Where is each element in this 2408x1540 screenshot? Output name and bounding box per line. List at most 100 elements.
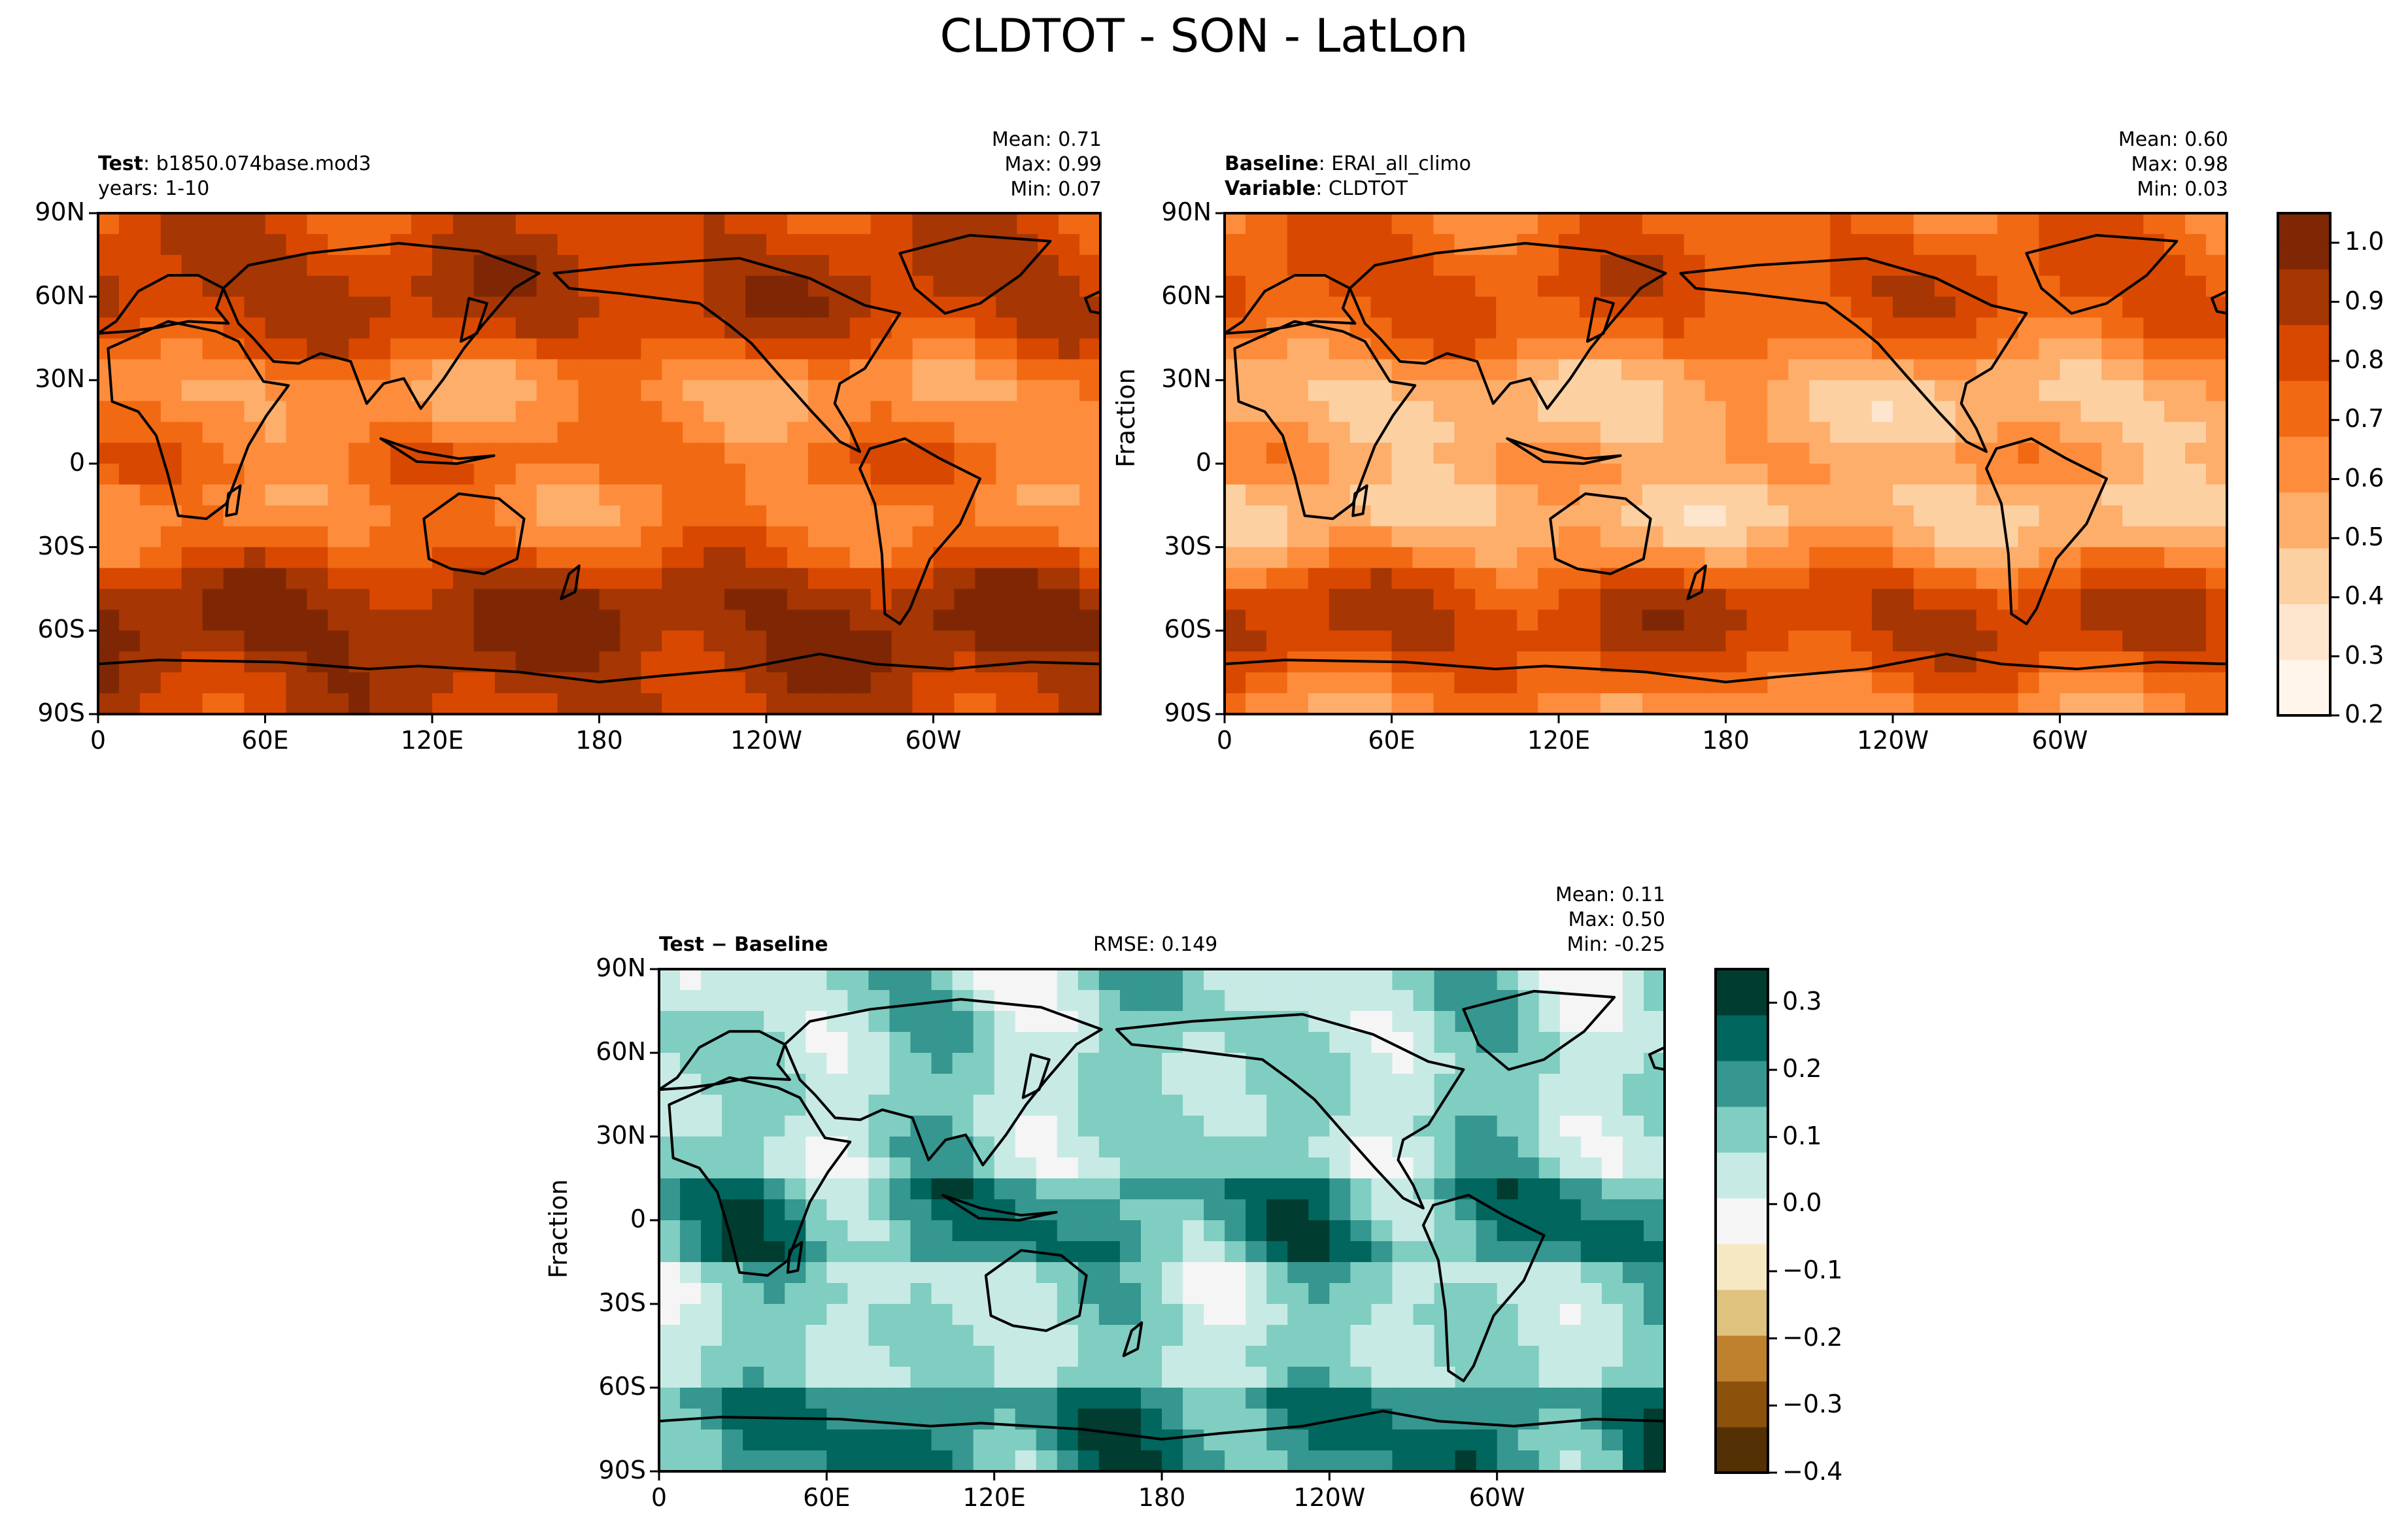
baseline-map-cell xyxy=(1349,422,1372,443)
difference-map-cell xyxy=(1392,1116,1414,1137)
difference-map-cell xyxy=(952,1157,974,1179)
test-map-cell xyxy=(578,213,600,235)
test-map-cell xyxy=(139,213,161,235)
baseline-map-cell xyxy=(1454,505,1476,527)
difference-map-cell xyxy=(1246,1409,1267,1430)
sequential-colorbar-tick-label: 0.2 xyxy=(2345,700,2384,728)
difference-map-cell xyxy=(1225,990,1246,1012)
test-map-cell xyxy=(996,296,1017,318)
test-map-cell xyxy=(870,401,892,422)
test-map-cell xyxy=(578,275,600,298)
difference-map-cell xyxy=(1162,1116,1183,1137)
baseline-map-cell xyxy=(1746,589,1768,611)
difference-map-cell xyxy=(680,1304,702,1326)
test-map-cell xyxy=(223,526,245,548)
difference-map-cell xyxy=(805,1262,827,1284)
baseline-label: Baseline: ERAI_all_climo xyxy=(1225,152,1471,175)
baseline-map-cell xyxy=(1809,547,1831,569)
difference-map-cell xyxy=(1476,1367,1498,1388)
difference-map-cell xyxy=(1643,1095,1665,1116)
difference-map-cell xyxy=(826,1346,848,1367)
difference-map-cell xyxy=(1622,1429,1644,1451)
baseline-map-cell xyxy=(1893,464,1914,485)
test-map-cell xyxy=(181,651,203,673)
test-map-cell xyxy=(1059,296,1080,318)
test-map-cell xyxy=(265,317,287,339)
test-map-cell xyxy=(766,338,788,360)
baseline-map-cell xyxy=(1538,275,1559,298)
difference-map-cell xyxy=(1162,1178,1183,1200)
test-map-cell xyxy=(766,568,788,590)
baseline-map-cell xyxy=(1391,317,1414,339)
difference-map-cell xyxy=(1140,1095,1162,1116)
test-map-cell xyxy=(286,630,307,652)
difference-map-cell xyxy=(952,1450,974,1472)
test-map-cell xyxy=(704,589,725,611)
baseline-map-cell xyxy=(1454,213,1476,235)
test-map-cell xyxy=(160,296,182,318)
difference-map-lat-tick-label: 0 xyxy=(630,1205,646,1233)
diverging-colorbar-tick-label: 0.1 xyxy=(1782,1121,1822,1150)
baseline-map-cell xyxy=(1663,401,1685,422)
test-map-cell xyxy=(849,317,872,339)
test-map-cell xyxy=(578,401,600,422)
baseline-map-cell xyxy=(2039,609,2061,631)
difference-map-cell xyxy=(1559,1346,1582,1367)
difference-map-cell xyxy=(889,1346,911,1367)
test-map-cell xyxy=(683,213,704,235)
baseline-map-cell xyxy=(1976,693,1998,715)
baseline-map-cell xyxy=(2101,651,2123,673)
test-map-cell xyxy=(912,464,934,485)
test-map-cell xyxy=(515,233,537,256)
difference-map-cell xyxy=(701,1137,722,1158)
baseline-map-cell xyxy=(1412,254,1434,277)
difference-map-cell xyxy=(1518,1011,1540,1033)
baseline-map-cell xyxy=(2080,275,2102,298)
diverging-colorbar-swatch xyxy=(1716,1038,1768,1061)
difference-map-cell xyxy=(994,1409,1016,1430)
difference-map-cell xyxy=(1183,1116,1204,1137)
difference-map-cell xyxy=(1077,1053,1100,1074)
baseline-map-cell xyxy=(1287,547,1309,569)
difference-map-cell xyxy=(1015,1053,1037,1074)
test-map-cell xyxy=(787,589,809,611)
baseline-map-cell xyxy=(1517,609,1538,631)
difference-map-cell xyxy=(1140,1178,1162,1200)
test-map-cell xyxy=(1059,443,1080,464)
test-map-cell xyxy=(1017,672,1038,694)
difference-map-cell xyxy=(680,1199,702,1221)
difference-map-cell xyxy=(1559,1199,1582,1221)
difference-map-cell xyxy=(1308,1241,1330,1263)
difference-map-cell xyxy=(1538,969,1561,991)
difference-map-cell xyxy=(1371,1283,1393,1305)
test-map-cell xyxy=(662,505,683,527)
test-map-cell xyxy=(620,401,641,422)
test-map-cell xyxy=(766,672,788,694)
baseline-map-cell xyxy=(1934,589,1956,611)
test-map-cell xyxy=(641,630,662,652)
difference-map-cell xyxy=(1580,1262,1603,1284)
difference-map-cell xyxy=(1225,1262,1246,1284)
difference-map-cell xyxy=(1559,1178,1582,1200)
baseline-map-cell xyxy=(1621,401,1643,422)
test-map-cell xyxy=(494,589,517,611)
difference-map-cell xyxy=(1204,1388,1225,1409)
test-map-cell xyxy=(891,526,913,548)
test-map-cell xyxy=(369,254,391,277)
baseline-min: Min: 0.03 xyxy=(2137,178,2228,201)
baseline-map-cell xyxy=(2185,254,2207,277)
test-map-cell xyxy=(265,213,287,235)
difference-map-cell xyxy=(1098,1241,1121,1263)
baseline-map-cell xyxy=(1579,505,1601,527)
difference-map-cell xyxy=(1455,1053,1477,1074)
difference-map-cell xyxy=(1455,1283,1477,1305)
baseline-map-cell xyxy=(1579,254,1601,277)
baseline-map-cell xyxy=(1746,464,1768,485)
test-map-cell xyxy=(620,233,641,256)
baseline-map-cell xyxy=(1475,443,1497,464)
difference-map-cell xyxy=(743,1157,764,1179)
baseline-map-cell xyxy=(1955,505,1977,527)
test-map-cell xyxy=(390,547,412,569)
test-map-cell xyxy=(390,651,412,673)
baseline-map-cell xyxy=(1308,526,1330,548)
